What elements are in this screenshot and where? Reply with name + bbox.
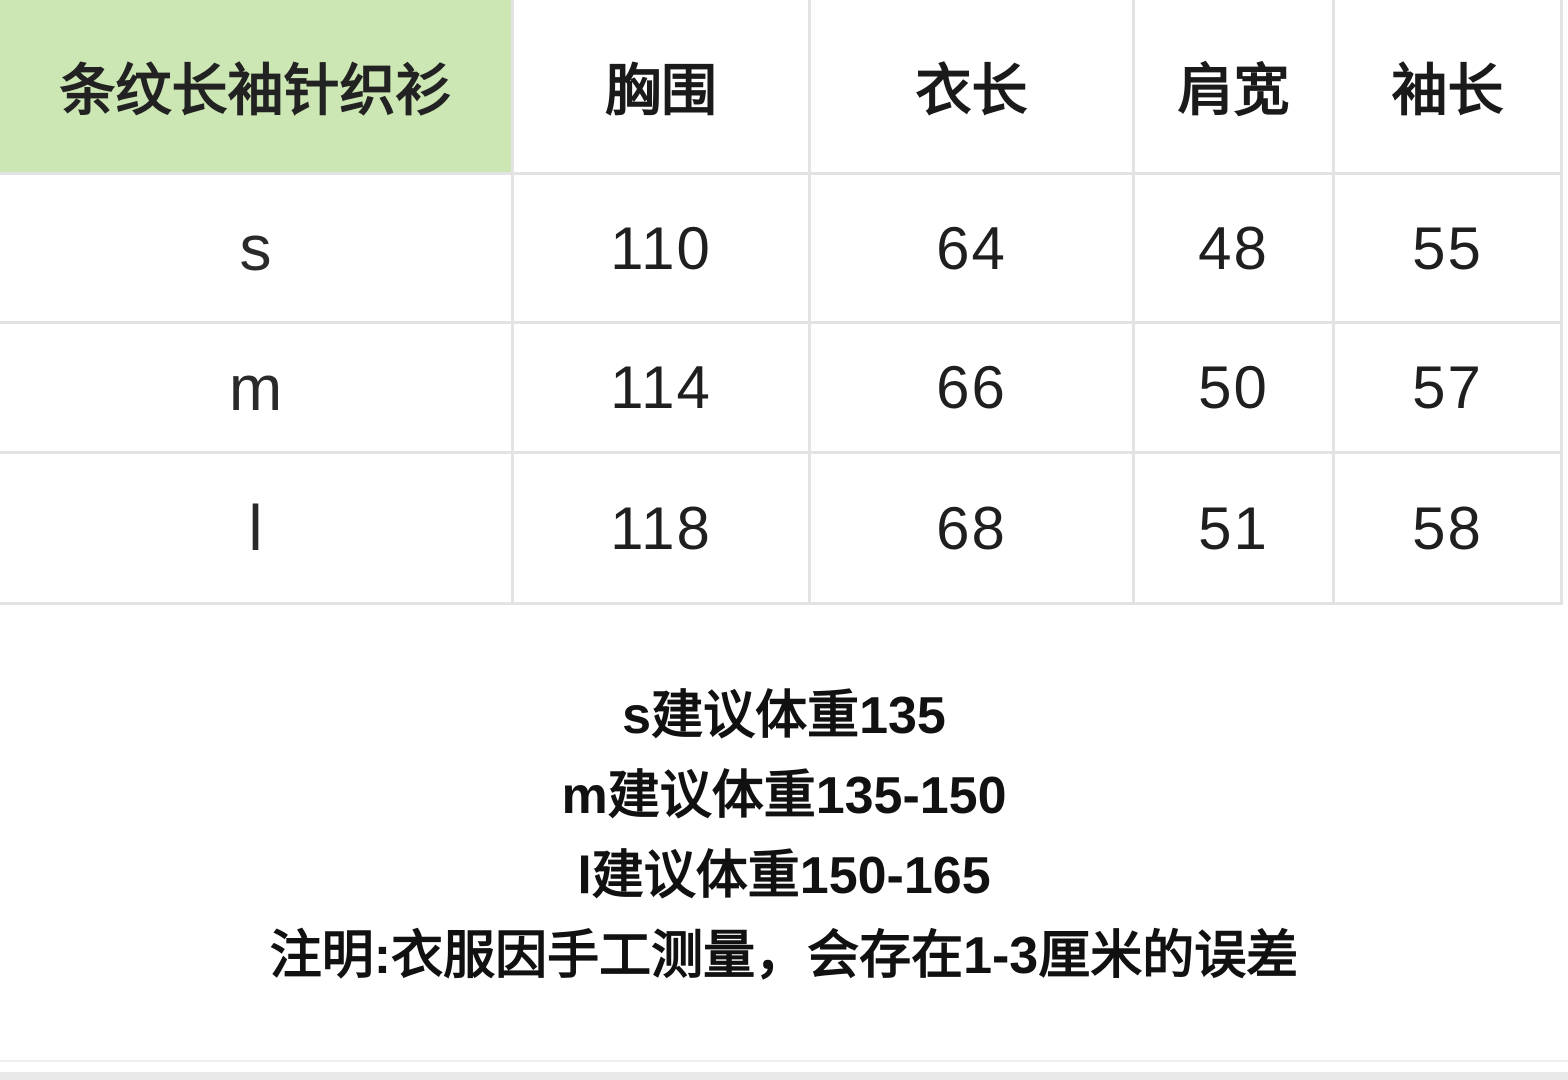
measurement-value: 50 [1198,354,1269,421]
cell-l-length: 68 [811,454,1132,602]
bottom-strip [0,1072,1568,1080]
product-title-cell: 条纹长袖针织衫 [0,0,511,172]
cell-s-chest: 110 [514,175,808,321]
note-line-measurement-disclaimer: 注明:衣服因手工测量，会存在1-3厘米的误差 [269,927,1299,985]
size-label-m: m [0,324,511,451]
cell-m-shoulder: 50 [1135,324,1332,451]
cell-m-chest: 114 [514,324,808,451]
cell-m-length: 66 [811,324,1132,451]
measurement-value: 64 [936,214,1007,282]
note-line-l-weight: l建议体重150-165 [577,847,991,905]
bottom-hairline [0,1060,1568,1062]
cell-l-chest: 118 [514,454,808,602]
size-label-l: l [0,454,511,602]
cell-s-sleeve: 55 [1335,175,1560,321]
column-header-label: 袖长 [1391,58,1504,122]
size-label: s [239,212,272,284]
cell-l-shoulder: 51 [1135,454,1332,602]
column-header-label: 衣长 [915,58,1028,122]
measurement-value: 66 [936,354,1007,421]
measurement-value: 68 [936,494,1007,562]
measurement-value: 51 [1198,494,1269,562]
column-header-shoulder: 肩宽 [1135,0,1332,172]
column-header-length: 衣长 [811,0,1132,172]
measurement-value: 118 [610,494,712,562]
column-header-sleeve: 袖长 [1335,0,1560,172]
size-label: m [228,351,283,424]
column-header-label: 肩宽 [1177,58,1290,122]
note-line-m-weight: m建议体重135-150 [561,767,1007,825]
size-label-s: s [0,175,511,321]
size-label: l [248,492,263,564]
measurement-value: 57 [1412,354,1483,421]
measurement-value: 58 [1412,494,1483,562]
note-line-s-weight: s建议体重135 [622,687,946,745]
cell-m-sleeve: 57 [1335,324,1560,451]
measurement-value: 48 [1198,214,1269,282]
column-header-label: 胸围 [605,58,717,122]
cell-s-length: 64 [811,175,1132,321]
product-title: 条纹长袖针织衫 [59,58,452,122]
measurement-value: 114 [610,354,712,421]
cell-s-shoulder: 48 [1135,175,1332,321]
notes-section: s建议体重135 m建议体重135-150 l建议体重150-165 注明:衣服… [0,676,1568,996]
column-header-chest: 胸围 [514,0,808,172]
size-table: 条纹长袖针织衫 胸围 衣长 肩宽 袖长 s 110 64 48 55 [0,0,1563,605]
cell-l-sleeve: 58 [1335,454,1560,602]
measurement-value: 55 [1412,214,1483,282]
measurement-value: 110 [610,214,712,282]
